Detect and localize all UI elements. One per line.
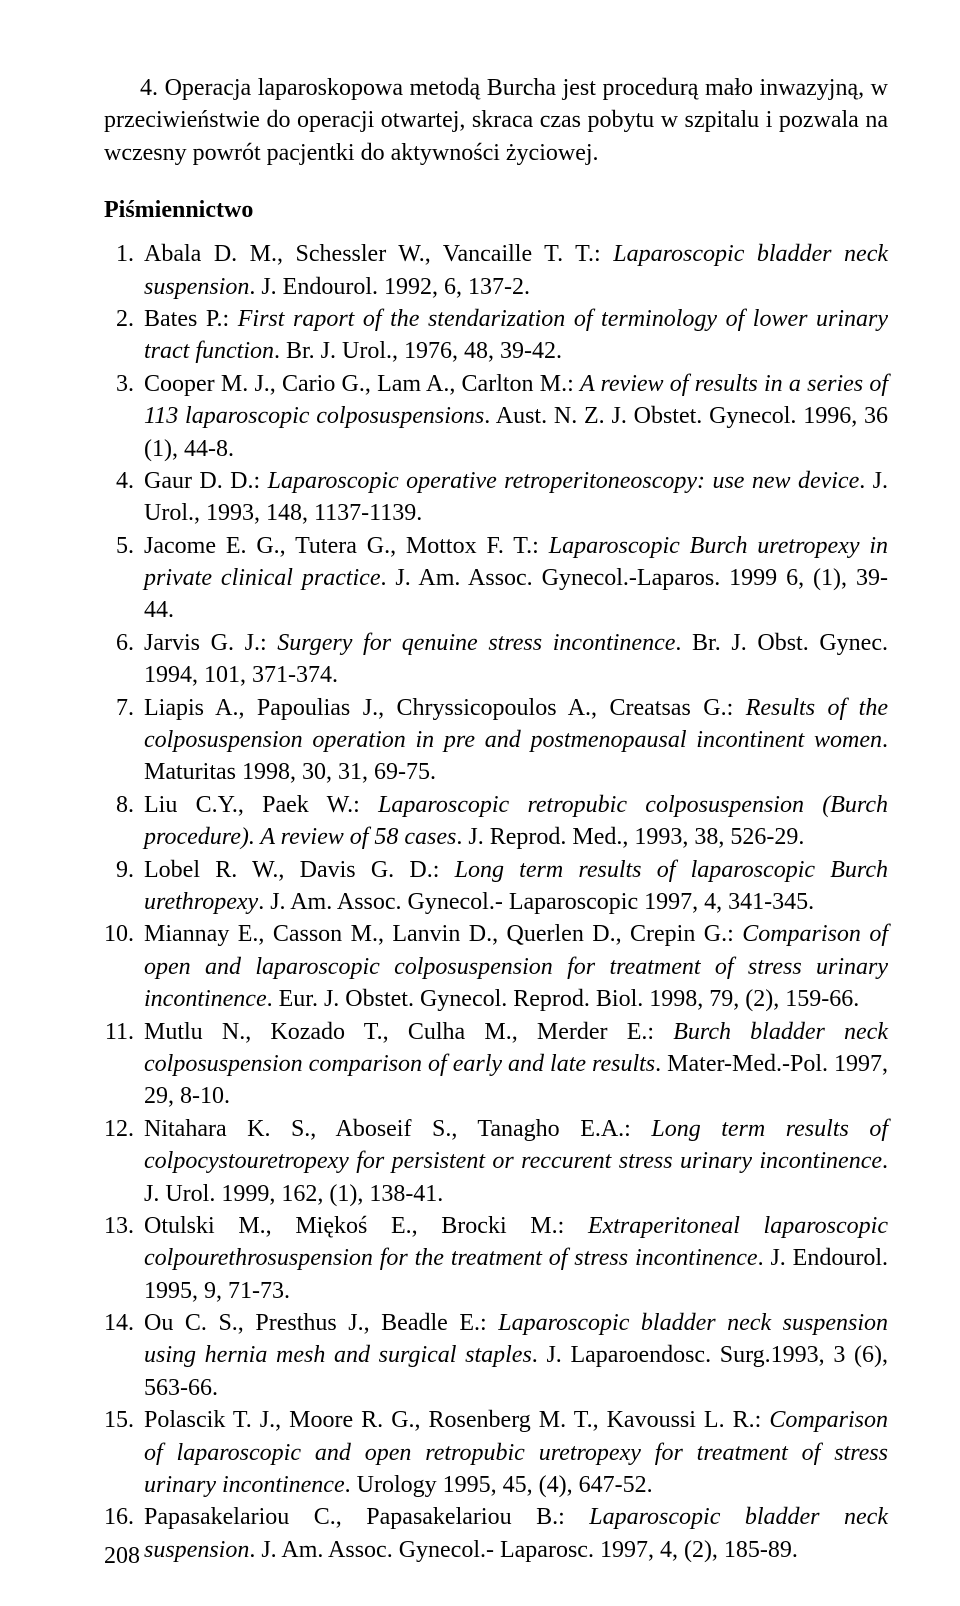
reference-number: 1. <box>104 238 134 270</box>
reference-number: 2. <box>104 303 134 335</box>
conclusion-number: 4. <box>140 75 158 101</box>
reference-source: . Br. J. Urol., 1976, 48, 39-42. <box>274 338 562 364</box>
reference-authors: Miannay E., Casson M., Lanvin D., Querle… <box>144 921 742 947</box>
reference-source: . J. Am. Assoc. Gynecol.- Laparosc. 1997… <box>249 1537 798 1563</box>
reference-number: 12. <box>104 1113 134 1145</box>
reference-number: 11. <box>104 1016 134 1048</box>
reference-number: 7. <box>104 692 134 724</box>
reference-source: . J. Am. Assoc. Gynecol.- Laparoscopic 1… <box>258 889 814 915</box>
reference-item: 10. Miannay E., Casson M., Lanvin D., Qu… <box>104 918 888 1015</box>
reference-number: 3. <box>104 368 134 400</box>
reference-source: . Eur. J. Obstet. Gynecol. Reprod. Biol.… <box>267 986 860 1012</box>
reference-source: . J. Endourol. 1992, 6, 137-2. <box>249 274 530 300</box>
conclusion-point: 4. Operacja laparoskopowa metodą Burcha … <box>104 72 888 169</box>
reference-authors: Bates P.: <box>144 306 238 332</box>
reference-authors: Papasakelariou C., Papasakelariou B.: <box>144 1504 589 1530</box>
reference-item: 14. Ou C. S., Presthus J., Beadle E.: La… <box>104 1307 888 1404</box>
reference-number: 10. <box>104 918 134 950</box>
reference-item: 8. Liu C.Y., Paek W.: Laparoscopic retro… <box>104 789 888 854</box>
reference-source: . Urology 1995, 45, (4), 647-52. <box>345 1472 653 1498</box>
reference-authors: Jarvis G. J.: <box>144 630 277 656</box>
conclusion-text: Operacja laparoskopowa metodą Burcha jes… <box>104 75 888 166</box>
reference-authors: Lobel R. W., Davis G. D.: <box>144 857 455 883</box>
reference-item: 1. Abala D. M., Schessler W., Vancaille … <box>104 238 888 303</box>
reference-number: 15. <box>104 1404 134 1436</box>
reference-authors: Cooper M. J., Cario G., Lam A., Carlton … <box>144 371 580 397</box>
reference-authors: Abala D. M., Schessler W., Vancaille T. … <box>144 241 613 267</box>
page-number: 208 <box>104 1543 140 1570</box>
reference-item: 12. Nitahara K. S., Aboseif S., Tanagho … <box>104 1113 888 1210</box>
reference-authors: Mutlu N., Kozado T., Culha M., Merder E.… <box>144 1019 673 1045</box>
reference-authors: Polascik T. J., Moore R. G., Rosenberg M… <box>144 1407 769 1433</box>
reference-item: 6. Jarvis G. J.: Surgery for qenuine str… <box>104 627 888 692</box>
reference-authors: Gaur D. D.: <box>144 468 268 494</box>
references-heading: Piśmiennictwo <box>104 197 888 224</box>
reference-title: Laparoscopic operative retroperitoneosco… <box>268 468 860 494</box>
reference-number: 8. <box>104 789 134 821</box>
reference-authors: Otulski M., Miękoś E., Brocki M.: <box>144 1213 588 1239</box>
page: 4. Operacja laparoskopowa metodą Burcha … <box>0 0 960 1606</box>
reference-item: 11. Mutlu N., Kozado T., Culha M., Merde… <box>104 1016 888 1113</box>
reference-number: 9. <box>104 854 134 886</box>
reference-item: 16. Papasakelariou C., Papasakelariou B.… <box>104 1501 888 1566</box>
reference-number: 6. <box>104 627 134 659</box>
reference-item: 3. Cooper M. J., Cario G., Lam A., Carlt… <box>104 368 888 465</box>
reference-title: Surgery for qenuine stress incontinence <box>277 630 675 656</box>
reference-item: 13. Otulski M., Miękoś E., Brocki M.: Ex… <box>104 1210 888 1307</box>
reference-item: 15. Polascik T. J., Moore R. G., Rosenbe… <box>104 1404 888 1501</box>
reference-authors: Liu C.Y., Paek W.: <box>144 792 378 818</box>
reference-item: 5. Jacome E. G., Tutera G., Mottox F. T.… <box>104 530 888 627</box>
reference-number: 16. <box>104 1501 134 1533</box>
references-list: 1. Abala D. M., Schessler W., Vancaille … <box>104 238 888 1566</box>
reference-source: . J. Reprod. Med., 1993, 38, 526-29. <box>456 824 804 850</box>
reference-number: 5. <box>104 530 134 562</box>
reference-authors: Liapis A., Papoulias J., Chryssicopoulos… <box>144 695 746 721</box>
reference-number: 4. <box>104 465 134 497</box>
reference-item: 9. Lobel R. W., Davis G. D.: Long term r… <box>104 854 888 919</box>
reference-authors: Jacome E. G., Tutera G., Mottox F. T.: <box>144 533 549 559</box>
reference-authors: Nitahara K. S., Aboseif S., Tanagho E.A.… <box>144 1116 651 1142</box>
reference-item: 4. Gaur D. D.: Laparoscopic operative re… <box>104 465 888 530</box>
reference-authors: Ou C. S., Presthus J., Beadle E.: <box>144 1310 498 1336</box>
reference-number: 14. <box>104 1307 134 1339</box>
reference-item: 7. Liapis A., Papoulias J., Chryssicopou… <box>104 692 888 789</box>
reference-number: 13. <box>104 1210 134 1242</box>
reference-item: 2. Bates P.: First raport of the stendar… <box>104 303 888 368</box>
